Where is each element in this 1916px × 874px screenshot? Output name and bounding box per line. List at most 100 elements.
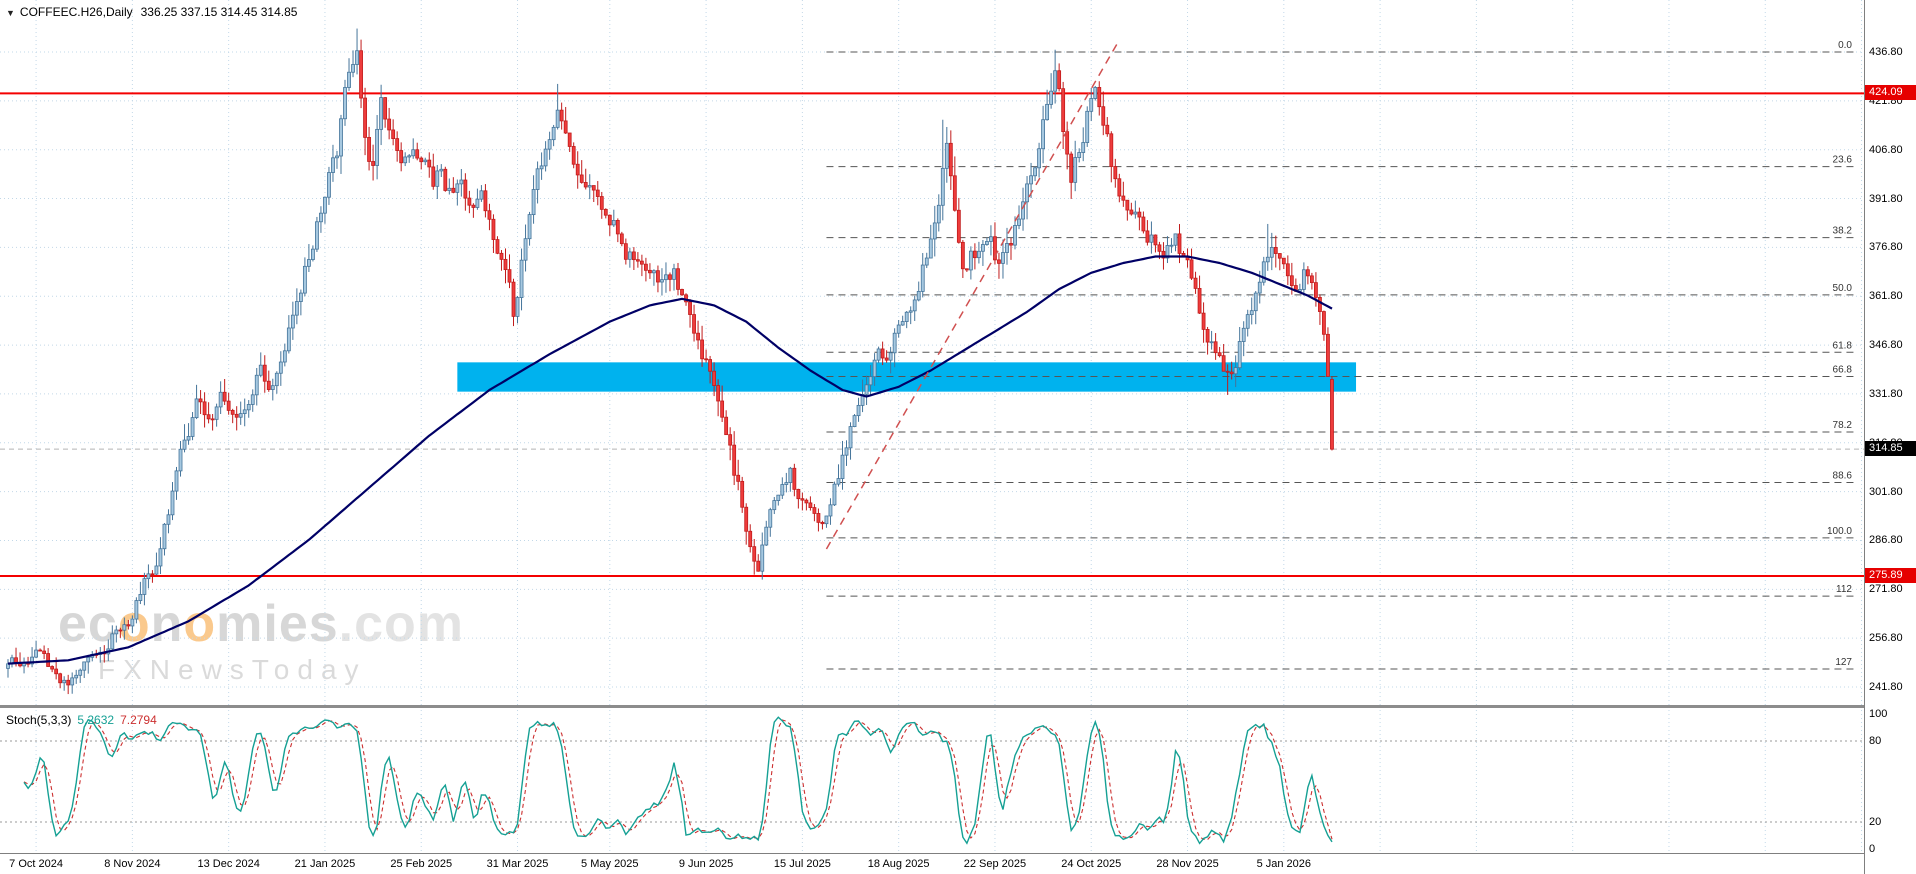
candle-body [639,260,644,265]
watermark-logo-segment: mies [216,595,339,653]
candle-body [1129,209,1134,215]
price-axis-label: 271.80 [1869,583,1903,596]
candle-body [1101,106,1106,126]
candle-body [1037,148,1041,169]
stochastic-pane[interactable] [0,710,1864,853]
price-axis[interactable]: 436.80 421.80 406.80 391.80 376.80 361.80 346.… [1864,0,1916,874]
candle-body [1109,133,1114,167]
candle-body [186,436,191,441]
candle-body [631,251,636,261]
candle-body [836,478,841,485]
watermark-logo-segment: n [150,595,184,653]
stoch-indicator-label: Stoch(5,3,3) 5.2632 7.2794 [6,713,157,727]
fib-label: 78.2 [1833,420,1853,431]
candle-body [1013,225,1017,246]
candle-body [407,155,412,158]
date-label: 15 Jul 2025 [773,858,831,870]
candle-body [447,187,452,191]
candle-body [1041,119,1045,150]
candle-body [226,400,231,411]
candle-body [944,142,949,169]
main-chart-pane[interactable]: 0.0 23.6 38.2 50.0 61.8 66.8 78.2 88.6 100.0 112 1… [0,0,1864,706]
date-label: 8 Nov 2024 [104,858,161,870]
candle-body [1326,333,1330,377]
highlight-zone-rectangle[interactable] [457,362,1357,392]
candle-body [559,109,564,122]
candle-body [1213,341,1218,354]
candle-body [828,504,833,517]
candle-body [531,189,536,216]
candle-body [395,138,400,151]
candle-body [776,494,781,501]
candle-body [1261,261,1266,283]
candle-body [587,185,592,188]
candle-body [1121,195,1126,201]
candle-body [162,523,167,550]
candle-body [86,656,91,663]
candle-body [339,118,343,157]
candle-body [1117,178,1122,197]
candle-body [1273,247,1278,254]
time-axis[interactable]: 7 Oct 2024 8 Nov 2024 13 Dec 2024 21 Jan 20… [0,853,1864,874]
candle-body [319,212,323,223]
candle-body [1133,211,1138,215]
candle-body [1137,211,1142,218]
candle-body [282,350,287,363]
candle-body [359,50,363,99]
candle-body [579,174,584,183]
candle-body [130,618,135,627]
candle-body [1201,312,1206,330]
candle-body [351,64,355,73]
candle-body [499,252,504,260]
fib-label: 100.0 [1827,526,1852,537]
candle-body [603,208,608,216]
candle-body [700,339,704,360]
candle-body [459,179,464,185]
date-label: 7 Oct 2024 [9,858,63,870]
candle-body [451,187,456,193]
candle-body [1009,243,1013,246]
candle-body [1081,142,1086,153]
candle-body [375,128,380,166]
candle-body [479,190,484,200]
candle-body [920,264,925,292]
candle-body [1169,244,1174,247]
candle-body [1057,70,1062,90]
candle-body [563,120,568,134]
candle-body [844,447,849,456]
moving-average-line[interactable] [7,255,1333,665]
candle-body [644,263,648,271]
candle-body [872,359,877,378]
candle-body [547,139,552,150]
one-click-trading-arrow-icon[interactable]: ▼ [6,8,15,18]
candle-body [1209,341,1214,344]
candle-body [399,150,404,164]
candle-body [924,257,929,266]
date-label: 13 Dec 2024 [197,858,260,870]
candle-body [254,374,259,396]
candle-body [692,314,696,334]
candle-body [190,417,195,437]
candle-body [527,214,532,240]
candle-body [728,434,733,446]
candle-body [928,238,933,259]
candle-body [876,348,881,361]
price-axis-label: 406.80 [1869,143,1903,156]
candle-body [960,241,965,270]
candle-body [42,650,47,654]
candle-body [652,270,656,274]
candle-body [74,674,79,679]
candle-body [1145,230,1150,243]
candle-body [623,243,628,260]
candle-body [383,97,388,120]
candle-body [142,578,147,595]
trend-line[interactable] [825,39,1120,550]
pane-separator[interactable] [0,705,1916,708]
candle-body [668,274,672,280]
candle-body [1330,379,1334,450]
fibonacci-retracement[interactable]: 0.0 23.6 38.2 50.0 61.8 66.8 78.2 88.6 100.0 112 1… [826,40,1856,670]
candle-body [832,483,837,506]
candle-body [1318,297,1322,312]
candle-body [912,299,917,312]
